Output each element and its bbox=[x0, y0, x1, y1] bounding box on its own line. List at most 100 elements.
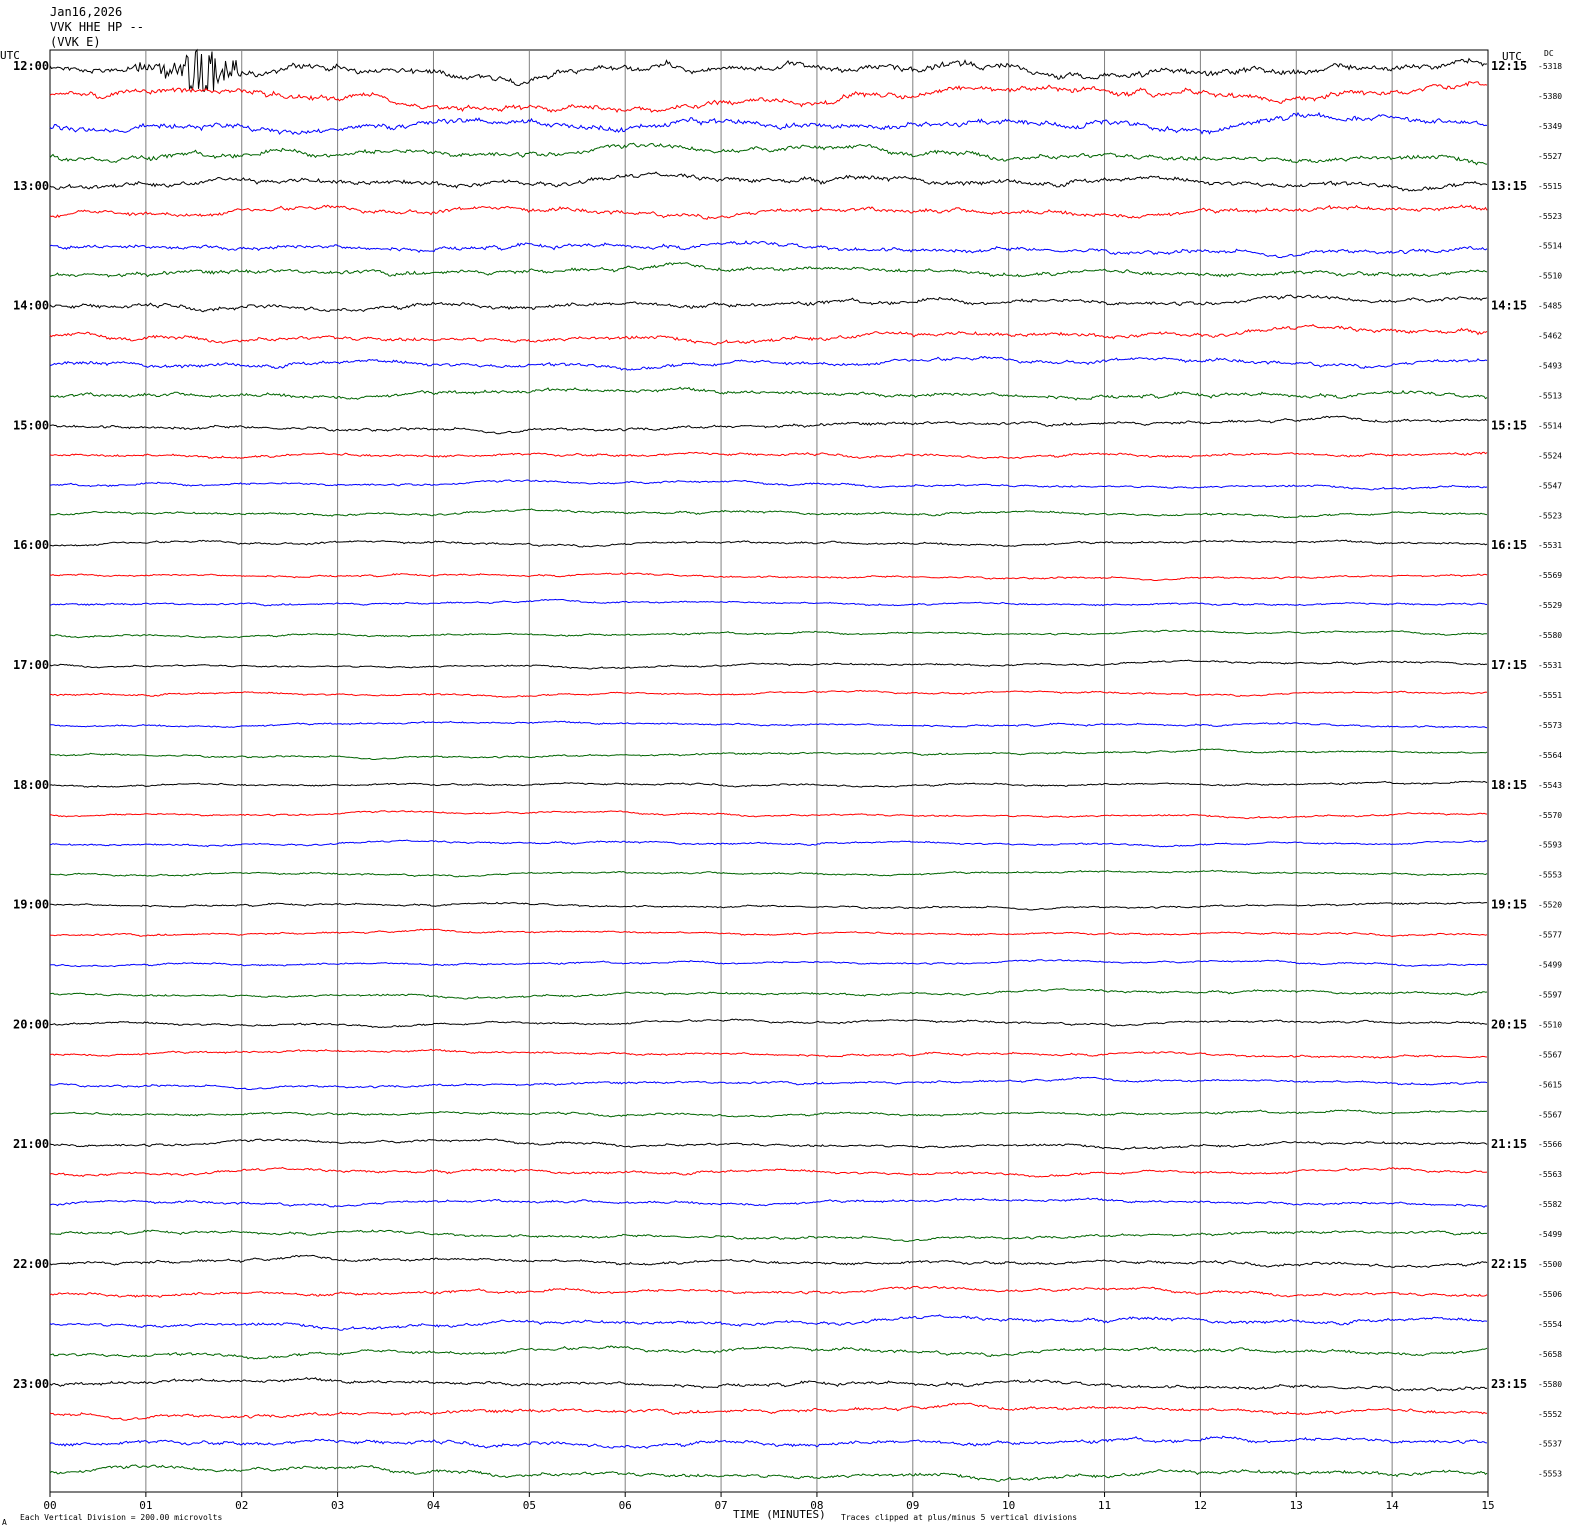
dc-offset-label: -5462 bbox=[1538, 332, 1562, 341]
left-time-label: 13:00 bbox=[13, 179, 49, 193]
left-time-label: 22:00 bbox=[13, 1257, 49, 1271]
dc-offset-label: -5513 bbox=[1538, 391, 1562, 400]
dc-offset-label: -5529 bbox=[1538, 601, 1562, 610]
dc-offset-label: -5564 bbox=[1538, 751, 1562, 760]
trace-row bbox=[49, 572, 1488, 581]
x-tick-label: 02 bbox=[235, 1499, 248, 1512]
dc-offset-label: -5510 bbox=[1538, 1020, 1562, 1029]
right-time-label: 15:15 bbox=[1491, 418, 1527, 432]
dc-offset-label: -5514 bbox=[1538, 242, 1562, 251]
x-tick-label: 13 bbox=[1290, 1499, 1303, 1512]
x-tick-label: 14 bbox=[1386, 1499, 1400, 1512]
left-time-label: 16:00 bbox=[13, 538, 49, 552]
trace-row bbox=[49, 142, 1488, 166]
x-tick-label: 04 bbox=[427, 1499, 441, 1512]
right-time-label: 20:15 bbox=[1491, 1017, 1527, 1031]
dc-offset-label: -5580 bbox=[1538, 1380, 1562, 1389]
left-time-label: 21:00 bbox=[13, 1137, 49, 1151]
dc-offset-label: -5570 bbox=[1538, 811, 1562, 820]
trace-row bbox=[49, 171, 1488, 192]
trace-row bbox=[49, 1018, 1487, 1029]
trace-row bbox=[49, 689, 1488, 698]
trace-row bbox=[49, 81, 1488, 113]
trace-row bbox=[49, 539, 1488, 548]
right-utc-label: UTC bbox=[1502, 50, 1522, 63]
left-time-label: 23:00 bbox=[13, 1377, 49, 1391]
x-tick-label: 01 bbox=[139, 1499, 152, 1512]
x-tick-label: 00 bbox=[43, 1499, 56, 1512]
trace-row bbox=[49, 1345, 1488, 1360]
trace-row bbox=[49, 1435, 1488, 1449]
dc-offset-label: -5552 bbox=[1538, 1410, 1562, 1419]
plot-frame bbox=[49, 49, 1489, 1493]
dc-offset-label: -5523 bbox=[1538, 511, 1562, 520]
trace-row bbox=[49, 1402, 1488, 1421]
trace-row bbox=[49, 810, 1488, 820]
left-time-label: 17:00 bbox=[13, 658, 49, 672]
dc-offset-label: -5566 bbox=[1538, 1140, 1562, 1149]
dc-offset-label: -5537 bbox=[1538, 1440, 1562, 1449]
trace-row bbox=[49, 748, 1488, 760]
dc-offset-label: -5573 bbox=[1538, 721, 1562, 730]
x-tick-label: 05 bbox=[523, 1499, 536, 1512]
dc-offset-label: -5524 bbox=[1538, 451, 1562, 460]
right-time-label: 17:15 bbox=[1491, 658, 1527, 672]
dc-offset-label: -5547 bbox=[1538, 481, 1562, 490]
dc-offset-label: -5543 bbox=[1538, 781, 1562, 790]
right-time-label: 23:15 bbox=[1491, 1377, 1527, 1391]
x-tick-label: 10 bbox=[1002, 1499, 1015, 1512]
dc-offset-label: -5580 bbox=[1538, 631, 1562, 640]
dc-offset-label: -5593 bbox=[1538, 841, 1562, 850]
trace-row bbox=[49, 1285, 1488, 1298]
trace-row bbox=[49, 598, 1488, 607]
trace-row bbox=[49, 262, 1488, 278]
dc-offset-label: -5563 bbox=[1538, 1170, 1562, 1179]
trace-row bbox=[49, 1166, 1488, 1178]
x-tick-label: 08 bbox=[810, 1499, 823, 1512]
dc-offset-label: -5515 bbox=[1538, 182, 1562, 191]
trace-row bbox=[49, 240, 1488, 259]
x-tick-label: 12 bbox=[1194, 1499, 1207, 1512]
trace-row bbox=[49, 1138, 1488, 1151]
dc-offset-label: -5520 bbox=[1538, 901, 1562, 910]
trace-row bbox=[49, 1048, 1488, 1059]
x-tick-label: 11 bbox=[1098, 1499, 1111, 1512]
dc-offset-label: -5349 bbox=[1538, 122, 1562, 131]
trace-row bbox=[50, 901, 1487, 911]
trace-row bbox=[49, 659, 1488, 670]
trace-row bbox=[49, 479, 1488, 491]
trace-row bbox=[50, 720, 1488, 729]
trace-row bbox=[49, 111, 1488, 136]
trace-row bbox=[49, 1376, 1488, 1392]
trace-row bbox=[49, 1314, 1488, 1331]
trace-row bbox=[49, 48, 1488, 92]
trace-row bbox=[49, 839, 1488, 848]
dc-offset-label: -5380 bbox=[1538, 92, 1562, 101]
trace-row bbox=[49, 1197, 1488, 1208]
channel-label: (VVK E) bbox=[50, 35, 101, 49]
right-time-label: 21:15 bbox=[1491, 1137, 1527, 1151]
dc-offset-label: -5567 bbox=[1538, 1110, 1562, 1119]
dc-offset-label: -5485 bbox=[1538, 302, 1562, 311]
trace-row bbox=[49, 928, 1488, 938]
trace-row bbox=[49, 355, 1488, 371]
trace-row bbox=[49, 451, 1488, 460]
station-label: VVK HHE HP -- bbox=[50, 20, 144, 34]
right-time-label: 16:15 bbox=[1491, 538, 1527, 552]
dc-offset-label: -5531 bbox=[1538, 541, 1562, 550]
corner-mark: A bbox=[2, 1518, 7, 1527]
trace-row bbox=[49, 415, 1488, 435]
dc-offset-label: -5553 bbox=[1538, 871, 1562, 880]
left-time-label: 12:00 bbox=[13, 59, 49, 73]
dc-offset-label: -5523 bbox=[1538, 212, 1562, 221]
left-time-label: 18:00 bbox=[13, 778, 49, 792]
dc-offset-label: -5567 bbox=[1538, 1050, 1562, 1059]
trace-row bbox=[49, 324, 1488, 346]
dc-offset-label: -5615 bbox=[1538, 1080, 1562, 1089]
plot-date: Jan16,2026 bbox=[50, 5, 123, 19]
dc-offset-label: -5569 bbox=[1538, 571, 1562, 580]
dc-offset-label: -5527 bbox=[1538, 152, 1562, 161]
x-tick-label: 09 bbox=[906, 1499, 919, 1512]
dc-offset-label: -5514 bbox=[1538, 421, 1562, 430]
